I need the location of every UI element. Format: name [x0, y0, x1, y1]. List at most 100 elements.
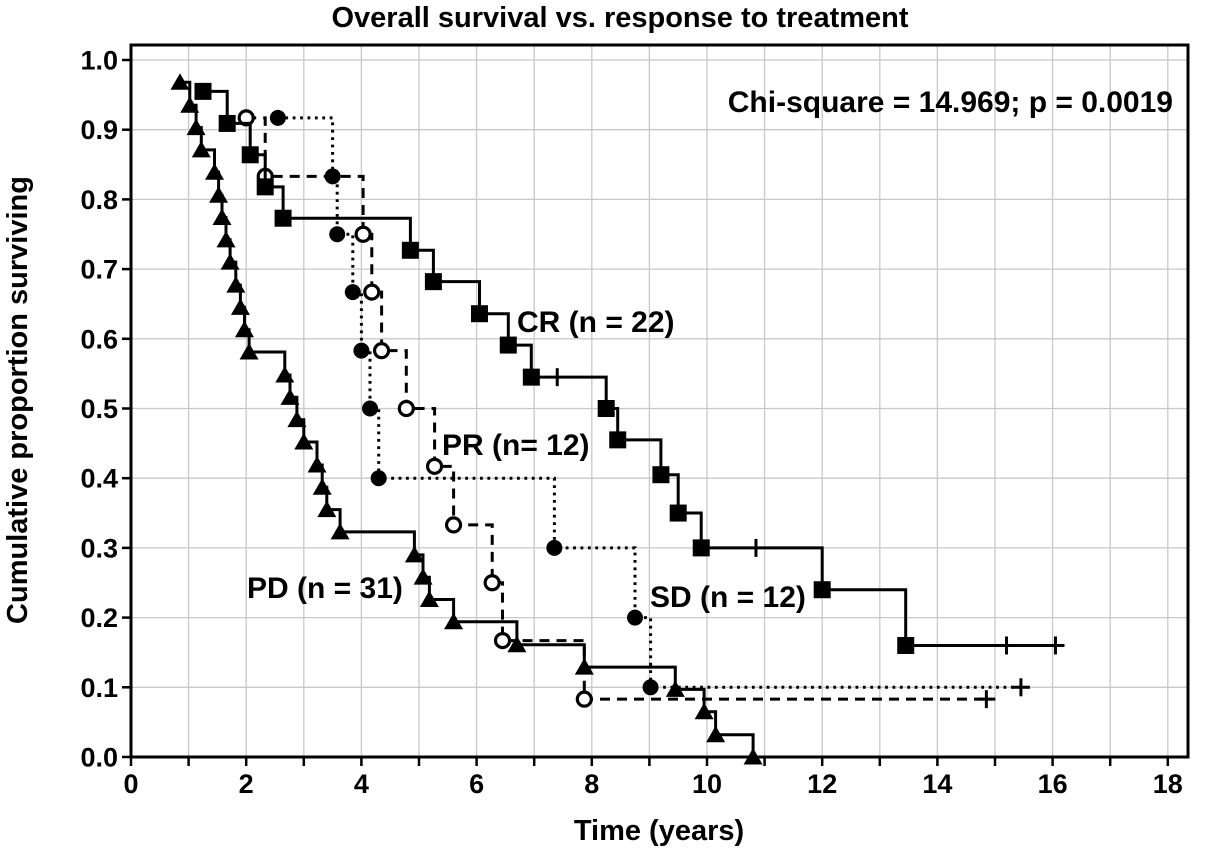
pd-marker	[413, 568, 433, 585]
pd-marker	[444, 612, 464, 630]
y-tick-label: 0.8	[80, 185, 118, 215]
sd-marker	[642, 679, 659, 696]
sd-marker	[627, 609, 643, 626]
sd-marker	[370, 470, 387, 487]
pd-marker	[665, 680, 685, 697]
pd-marker	[230, 298, 250, 315]
y-tick-label: 0.2	[80, 603, 118, 633]
series-label-pr: PR (n= 12)	[442, 429, 590, 462]
y-tick-label: 0.1	[80, 673, 118, 703]
pd-marker	[312, 478, 332, 495]
pd-marker	[239, 343, 259, 360]
pr-marker	[493, 632, 512, 650]
sd-marker	[353, 342, 370, 359]
x-tick-label: 16	[1038, 769, 1068, 799]
cr-marker	[401, 241, 419, 259]
sd-marker	[546, 539, 563, 556]
pd-marker	[234, 320, 254, 338]
series-layer	[170, 73, 1065, 765]
pd-marker	[170, 73, 190, 90]
pr-marker	[372, 342, 391, 360]
cr-marker	[218, 114, 236, 132]
y-axis-title: Cumulative proportion surviving	[2, 176, 34, 624]
cr-marker	[470, 305, 488, 323]
y-tick-label: 0.3	[80, 533, 118, 563]
pd-marker	[180, 96, 200, 113]
x-tick-label: 18	[1153, 769, 1183, 799]
y-tick-label: 0.5	[80, 394, 118, 424]
pd-marker	[694, 702, 714, 720]
pd-marker	[507, 635, 527, 653]
pd-marker	[317, 500, 337, 518]
pr-step-line	[246, 116, 993, 701]
pd-marker	[307, 455, 327, 473]
pd-marker	[287, 410, 307, 428]
sd-marker	[329, 226, 346, 243]
pd-marker	[209, 186, 229, 203]
y-tick-label: 0.7	[80, 255, 118, 285]
series-pd	[170, 73, 763, 765]
pr-marker	[354, 225, 372, 243]
pd-marker	[226, 276, 246, 293]
pr-marker	[397, 399, 415, 418]
chi-square-annotation: Chi-square = 14.969; p = 0.0019	[728, 86, 1173, 119]
x-tick-label: 0	[123, 769, 138, 799]
axis-ticks-layer: 0 2 4 6 8 10 12 14 16 18 0.0 0.1 0.2 0.3 0.4 0.5 0.6 0.7 0…	[80, 46, 1182, 800]
cr-step-line	[203, 89, 1062, 647]
y-tick-label: 0.4	[80, 464, 118, 494]
x-axis-title: Time (years)	[574, 815, 744, 847]
pr-marker	[575, 690, 593, 708]
y-tick-label: 0.9	[80, 115, 118, 145]
pd-marker	[330, 522, 350, 540]
sd-marker	[269, 109, 286, 126]
cr-marker	[256, 178, 274, 196]
cr-marker	[813, 581, 831, 599]
pd-marker	[294, 432, 314, 450]
series-label-sd: SD (n = 12)	[650, 581, 806, 614]
x-tick-label: 6	[469, 769, 484, 799]
gridlines-layer	[131, 45, 1188, 757]
cr-marker	[241, 146, 259, 164]
pd-marker	[205, 163, 225, 180]
pr-marker	[483, 574, 501, 592]
x-tick-label: 10	[692, 769, 722, 799]
x-tick-label: 14	[922, 769, 952, 799]
sd-marker	[344, 284, 361, 301]
cr-marker	[897, 636, 915, 654]
pd-marker	[574, 658, 594, 675]
axes-frame-layer	[129, 43, 1190, 759]
pr-marker	[444, 516, 463, 534]
x-tick-label: 8	[584, 769, 599, 799]
cr-marker	[499, 336, 517, 354]
cr-marker	[669, 504, 687, 522]
series-pr	[237, 109, 996, 709]
sd-step-line	[277, 116, 1027, 689]
series-label-pd: PD (n = 31)	[247, 572, 403, 605]
cr-marker	[424, 273, 442, 291]
cr-marker	[609, 431, 627, 449]
pr-marker	[425, 457, 444, 475]
x-tick-label: 4	[354, 769, 369, 799]
x-tick-label: 12	[807, 769, 837, 799]
cr-marker	[274, 209, 292, 227]
pd-marker	[212, 208, 232, 226]
y-tick-label: 1.0	[80, 46, 118, 76]
series-cr	[194, 82, 1065, 655]
cr-marker	[194, 82, 212, 100]
x-tick-label: 2	[239, 769, 254, 799]
pd-marker	[706, 725, 726, 743]
pd-marker	[275, 366, 295, 383]
pd-marker	[216, 230, 236, 248]
cr-marker	[692, 539, 710, 557]
cr-marker	[522, 368, 540, 386]
chart-title: Overall survival vs. response to treatme…	[331, 2, 908, 34]
y-tick-label: 0.6	[80, 324, 118, 354]
pd-marker	[419, 590, 439, 607]
pd-marker	[191, 140, 211, 158]
cr-marker	[597, 400, 615, 417]
pd-marker	[220, 253, 240, 270]
pr-marker	[363, 283, 381, 301]
sd-marker	[362, 400, 379, 417]
